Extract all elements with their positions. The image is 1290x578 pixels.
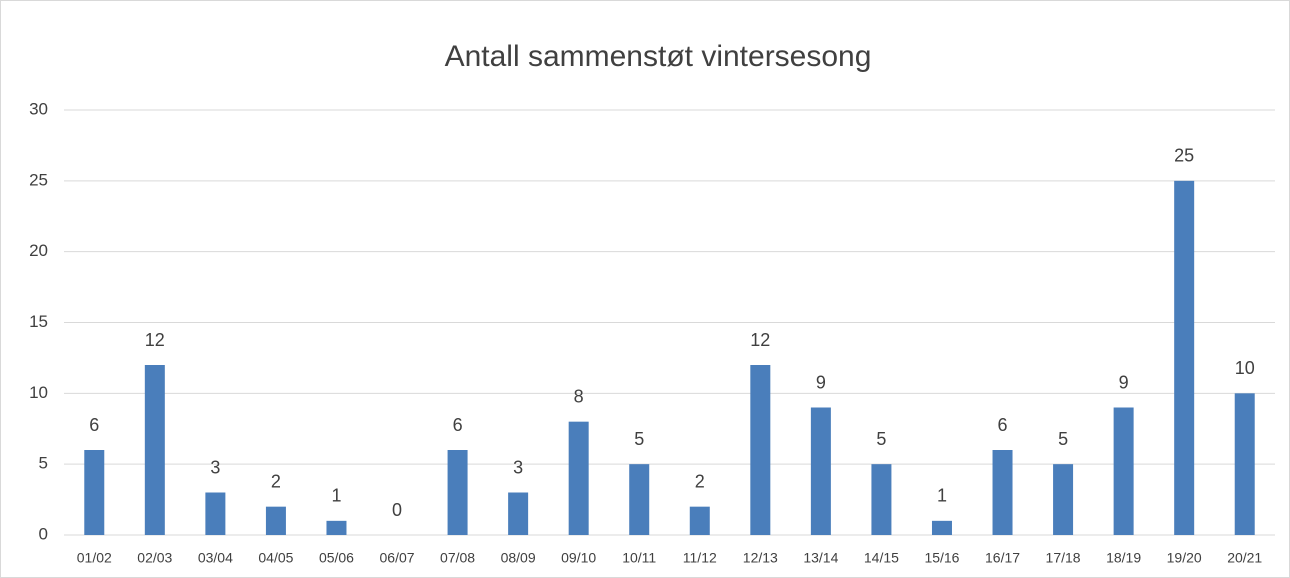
x-tick-label: 05/06 — [319, 550, 354, 566]
x-tick-label: 01/02 — [77, 550, 112, 566]
x-tick-label: 13/14 — [803, 550, 838, 566]
data-label: 3 — [513, 457, 523, 477]
data-label: 5 — [876, 429, 886, 449]
x-tick-label: 12/13 — [743, 550, 778, 566]
x-tick-label: 18/19 — [1106, 550, 1141, 566]
x-tick-label: 20/21 — [1227, 550, 1262, 566]
bar — [931, 520, 952, 535]
data-label: 3 — [210, 457, 220, 477]
x-tick-label: 04/05 — [258, 550, 293, 566]
y-tick-label: 25 — [29, 170, 48, 189]
bar — [326, 520, 347, 535]
data-label: 9 — [816, 372, 826, 392]
x-tick-label: 06/07 — [380, 550, 415, 566]
data-label: 6 — [998, 415, 1008, 435]
bar — [568, 421, 589, 535]
bar — [1113, 407, 1134, 535]
x-tick-label: 03/04 — [198, 550, 233, 566]
y-tick-label: 0 — [39, 524, 48, 543]
bar — [871, 464, 892, 535]
bar — [750, 365, 771, 535]
data-label: 10 — [1235, 358, 1255, 378]
x-tick-label: 07/08 — [440, 550, 475, 566]
x-tick-label: 11/12 — [683, 550, 717, 566]
x-tick-label: 15/16 — [924, 550, 959, 566]
data-label: 9 — [1119, 372, 1129, 392]
bar — [265, 506, 286, 535]
bar — [1174, 180, 1195, 536]
y-tick-label: 5 — [39, 454, 48, 473]
data-label: 12 — [145, 330, 165, 350]
x-tick-label: 14/15 — [864, 550, 899, 566]
data-label: 1 — [937, 486, 947, 506]
bar — [629, 464, 650, 535]
x-tick-label: 17/18 — [1046, 550, 1081, 566]
data-label: 5 — [1058, 429, 1068, 449]
x-tick-label: 08/09 — [501, 550, 536, 566]
data-label: 1 — [331, 486, 341, 506]
bar — [689, 506, 710, 535]
data-label: 25 — [1174, 146, 1194, 166]
data-label: 2 — [695, 471, 705, 491]
y-tick-label: 15 — [29, 312, 48, 331]
bar — [447, 450, 468, 535]
x-tick-label: 02/03 — [137, 550, 172, 566]
y-tick-label: 20 — [29, 241, 48, 260]
bar — [992, 450, 1013, 535]
x-tick-label: 16/17 — [985, 550, 1020, 566]
data-label: 6 — [89, 415, 99, 435]
x-tick-label: 19/20 — [1167, 550, 1202, 566]
x-tick-label: 10/11 — [622, 550, 656, 566]
bar — [205, 492, 226, 535]
x-tick-label: 09/10 — [561, 550, 596, 566]
bar — [810, 407, 831, 535]
bar — [84, 450, 105, 535]
bar — [508, 492, 529, 535]
data-label: 2 — [271, 471, 281, 491]
y-tick-label: 30 — [29, 99, 48, 118]
bar — [1053, 464, 1074, 535]
data-label: 8 — [574, 386, 584, 406]
data-label: 5 — [634, 429, 644, 449]
data-label: 12 — [750, 330, 770, 350]
y-tick-label: 10 — [29, 383, 48, 402]
data-label: 0 — [392, 500, 402, 520]
bar — [1234, 393, 1255, 535]
chart-title: Antall sammenstøt vintersesong — [445, 40, 872, 73]
data-label: 6 — [453, 415, 463, 435]
bar — [144, 365, 165, 535]
